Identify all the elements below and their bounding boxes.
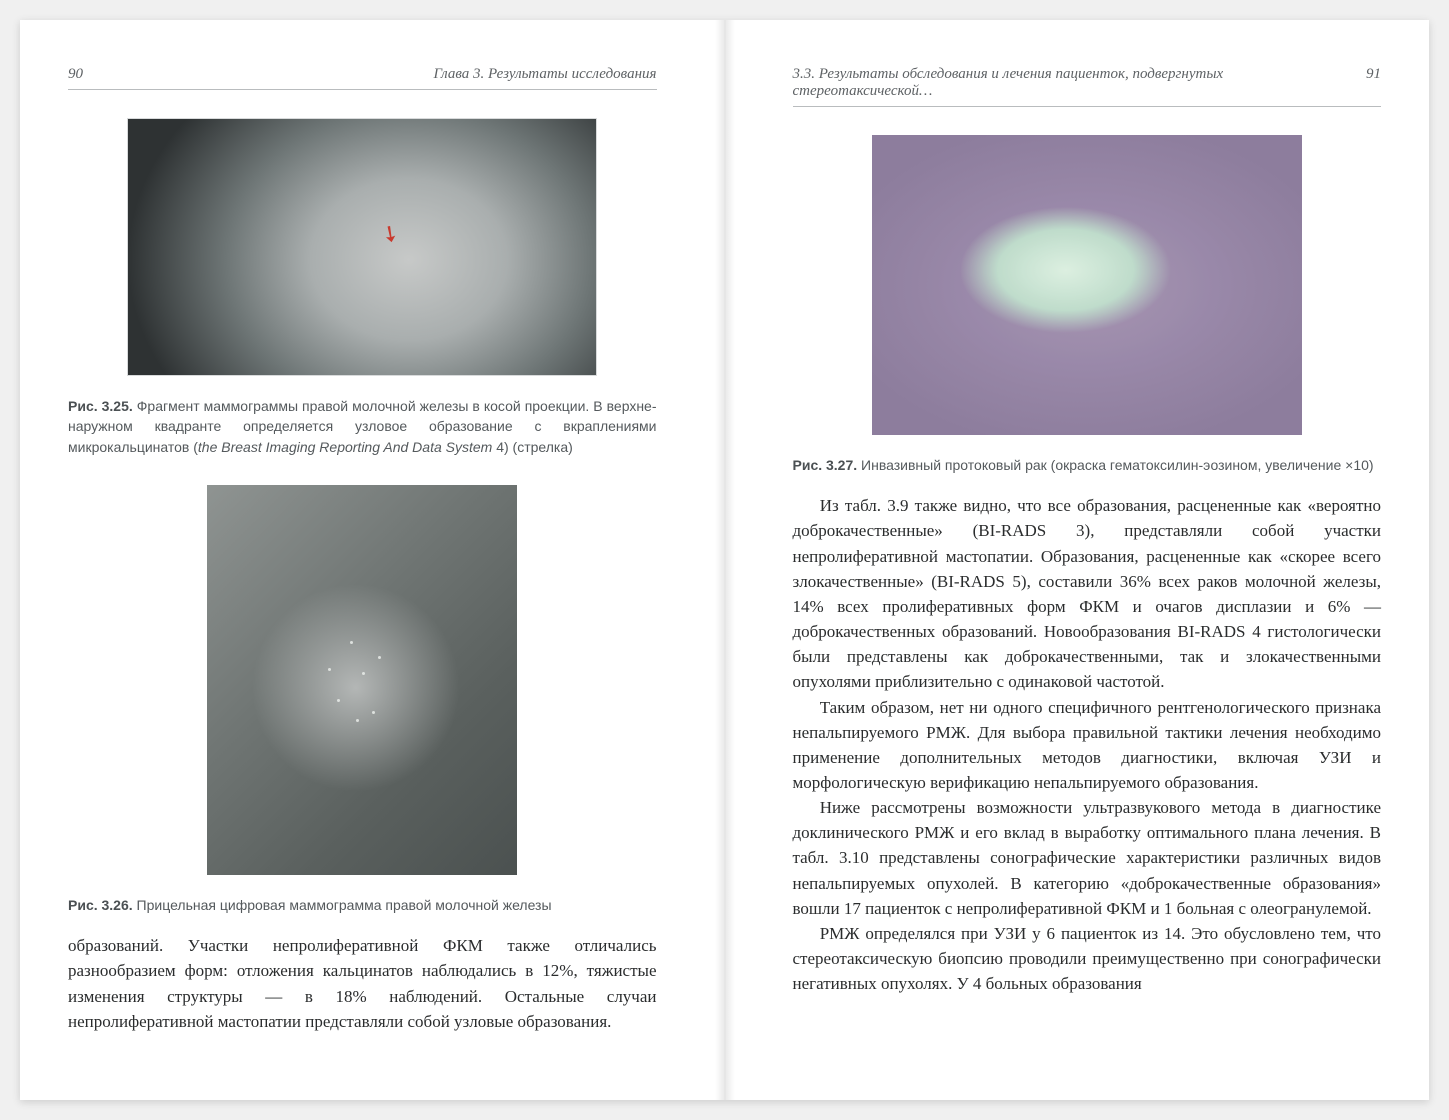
body-paragraph: Из табл. 3.9 также видно, что все образо… bbox=[793, 493, 1382, 694]
caption-lead: Рис. 3.26. bbox=[68, 897, 133, 913]
caption-lead: Рис. 3.27. bbox=[793, 457, 858, 473]
body-paragraph: Ниже рассмотрены возможности ультразвуко… bbox=[793, 795, 1382, 921]
caption-text-b: 4) (стрелка) bbox=[492, 439, 572, 455]
running-title-right: 3.3. Результаты обследования и лечения п… bbox=[793, 66, 1367, 100]
caption-text: Инвазивный протоковый рак (окраска гемат… bbox=[857, 457, 1373, 473]
figure-3-25-image: ➘ bbox=[127, 118, 597, 376]
book-spread: 90 Глава 3. Результаты исследования ➘ Ри… bbox=[20, 20, 1429, 1100]
page-left: 90 Глава 3. Результаты исследования ➘ Ри… bbox=[20, 20, 725, 1100]
figure-3-26-caption: Рис. 3.26. Прицельная цифровая маммограм… bbox=[68, 895, 657, 915]
figure-3-27 bbox=[872, 135, 1302, 435]
caption-lead: Рис. 3.25. bbox=[68, 398, 133, 414]
page-number-left: 90 bbox=[68, 66, 83, 83]
body-right: Из табл. 3.9 также видно, что все образо… bbox=[793, 493, 1382, 996]
body-paragraph: РМЖ определялся при УЗИ у 6 пациенток из… bbox=[793, 921, 1382, 996]
figure-3-27-caption: Рис. 3.27. Инвазивный протоковый рак (ок… bbox=[793, 455, 1382, 475]
body-paragraph: Таким образом, нет ни одного специфичног… bbox=[793, 695, 1382, 796]
body-left: образований. Участки непролиферативной Ф… bbox=[68, 933, 657, 1034]
running-head-left: 90 Глава 3. Результаты исследования bbox=[68, 66, 657, 90]
page-number-right: 91 bbox=[1366, 66, 1381, 83]
running-head-right: 3.3. Результаты обследования и лечения п… bbox=[793, 66, 1382, 107]
figure-3-25-caption: Рис. 3.25. Фрагмент маммограммы правой м… bbox=[68, 396, 657, 457]
figure-3-26-image bbox=[207, 485, 517, 875]
figure-3-25: ➘ bbox=[127, 118, 597, 376]
page-right: 3.3. Результаты обследования и лечения п… bbox=[725, 20, 1430, 1100]
running-title-left: Глава 3. Результаты исследования bbox=[83, 66, 657, 83]
arrow-icon: ➘ bbox=[375, 218, 405, 250]
caption-italic: the Breast Imaging Reporting And Data Sy… bbox=[198, 439, 492, 455]
figure-3-26 bbox=[207, 485, 517, 875]
caption-text: Прицельная цифровая маммограмма правой м… bbox=[133, 897, 552, 913]
figure-3-27-image bbox=[872, 135, 1302, 435]
body-paragraph: образований. Участки непролиферативной Ф… bbox=[68, 933, 657, 1034]
